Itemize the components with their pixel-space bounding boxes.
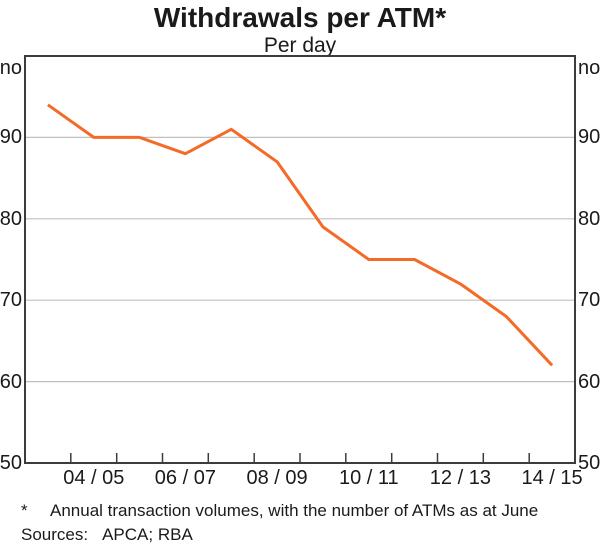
x-tick-label-14-15: 14 / 15 (521, 467, 583, 489)
x-tick-label-08-09: 08 / 09 (246, 467, 308, 489)
plot-frame (24, 55, 576, 464)
y-axis-unit-label-left: no (0, 57, 22, 79)
series-line (47, 103, 554, 367)
footnote-marker: * (21, 501, 28, 520)
sources-label: Sources: (21, 525, 89, 544)
chart-subtitle: Per day (263, 34, 337, 57)
x-tick-label-10-11: 10 / 11 (338, 467, 399, 489)
y-tick-label-right-50: 50 (578, 452, 600, 474)
x-tick-label-06-07: 06 / 07 (154, 467, 216, 489)
y-tick-label-right-60: 60 (578, 370, 600, 393)
chart-title: Withdrawals per ATM* (153, 2, 447, 33)
sources-value: APCA; RBA (102, 525, 193, 544)
sources-line: Sources: APCA; RBA (21, 524, 193, 546)
y-tick-label-right-90: 90 (578, 126, 600, 149)
y-tick-label-left-90: 90 (0, 126, 22, 149)
y-axis-unit-label-right: no (578, 57, 600, 79)
y-tick-label-left-60: 60 (0, 370, 22, 393)
y-tick-label-left-50: 50 (0, 452, 22, 474)
y-tick-label-left-70: 70 (0, 289, 22, 312)
y-tick-label-left-80: 80 (0, 207, 22, 230)
x-tick-label-04-05: 04 / 05 (63, 467, 125, 489)
y-tick-label-right-70: 70 (578, 289, 600, 312)
y-tick-label-right-80: 80 (578, 207, 600, 230)
footnote-text: Annual transaction volumes, with the num… (50, 501, 539, 520)
x-tick-label-12-13: 12 / 13 (429, 467, 491, 489)
